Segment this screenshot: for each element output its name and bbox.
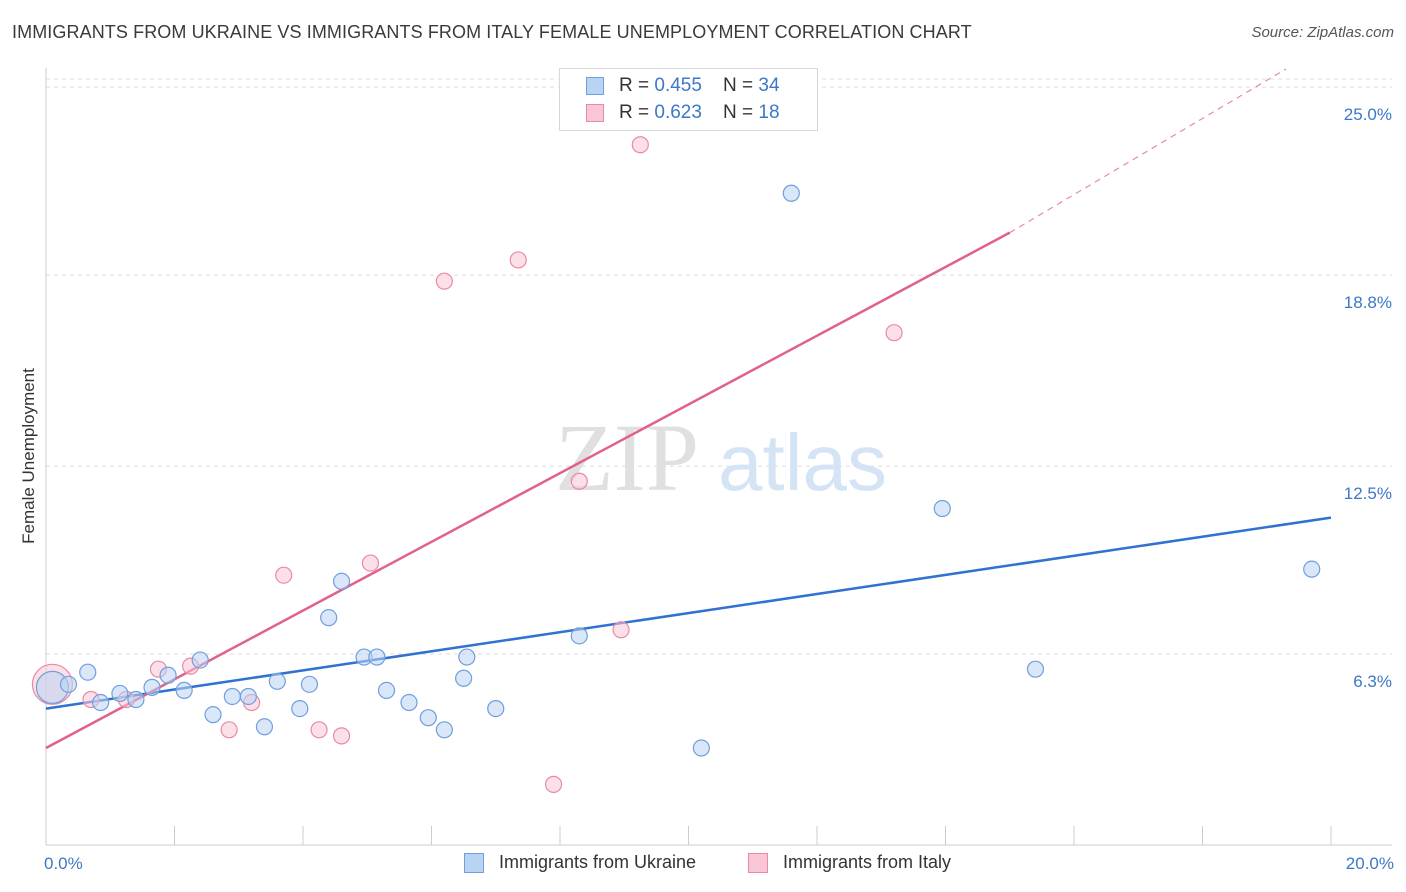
data-point-ukraine <box>191 651 209 669</box>
watermark: ZIP atlas <box>555 404 887 511</box>
data-point-italy <box>310 721 328 739</box>
data-point-ukraine <box>92 693 110 712</box>
y-tick-label: 12.5% <box>1344 484 1392 503</box>
series-label-italy: Immigrants from Italy <box>783 852 952 872</box>
r-label: R = <box>619 75 655 96</box>
data-point-ukraine <box>291 699 309 718</box>
data-point-ukraine <box>1026 660 1045 678</box>
data-point-ukraine <box>127 690 145 709</box>
series-swatch-italy <box>748 853 768 873</box>
data-point-ukraine <box>400 693 418 712</box>
r-value: 0.623 <box>654 102 702 123</box>
y-tick-label: 6.3% <box>1353 672 1392 691</box>
chart-title: IMMIGRANTS FROM UKRAINE VS IMMIGRANTS FR… <box>12 22 972 42</box>
data-points <box>31 136 1321 793</box>
y-tick-label: 18.8% <box>1344 293 1392 312</box>
data-point-ukraine <box>455 669 473 687</box>
data-point-ukraine <box>377 681 396 700</box>
data-point-ukraine <box>1303 560 1321 578</box>
watermark-atlas: atlas <box>718 418 887 507</box>
data-point-italy <box>631 136 649 154</box>
trend-line-italy-extension <box>1009 68 1287 234</box>
data-point-ukraine <box>59 675 78 693</box>
legend-swatch-italy <box>586 104 604 122</box>
data-point-ukraine <box>320 609 338 627</box>
axes <box>45 68 1392 846</box>
correlation-legend: R = 0.455 N = 34 R = 0.623 N = 18 <box>559 68 818 131</box>
data-point-ukraine <box>487 699 505 718</box>
gridlines <box>46 78 1392 655</box>
data-point-italy <box>332 727 351 745</box>
data-point-ukraine <box>332 572 351 590</box>
x-tick-label-min: 0.0% <box>44 854 83 873</box>
data-point-ukraine <box>143 678 161 696</box>
data-point-ukraine <box>268 672 286 690</box>
data-point-italy <box>275 566 293 584</box>
y-tick-label: 25.0% <box>1344 105 1392 124</box>
watermark-zip: ZIP <box>555 404 699 511</box>
r-value: 0.455 <box>654 75 702 96</box>
tick-labels: 6.3% 12.5% 18.8% 25.0% 0.0% 20.0% <box>44 105 1394 873</box>
data-point-ukraine <box>368 648 386 666</box>
n-label: N = <box>723 75 759 96</box>
n-value: 18 <box>758 102 780 123</box>
data-point-ukraine <box>159 666 177 684</box>
data-point-italy <box>885 324 903 342</box>
data-point-ukraine <box>300 675 319 693</box>
n-value: 34 <box>758 75 780 96</box>
data-point-italy <box>361 554 380 572</box>
data-point-italy <box>435 272 453 290</box>
data-point-italy <box>612 621 630 639</box>
legend-text-italy: R = 0.623 N = 18 <box>619 102 780 124</box>
data-point-ukraine <box>79 663 97 681</box>
r-label: R = <box>619 102 655 123</box>
data-point-ukraine <box>255 718 274 736</box>
data-point-ukraine <box>570 627 588 645</box>
data-point-italy <box>544 775 563 793</box>
data-point-italy <box>220 721 238 739</box>
data-point-ukraine <box>223 687 241 706</box>
data-point-italy <box>570 472 588 490</box>
data-point-ukraine <box>458 648 476 666</box>
data-point-italy <box>509 251 527 269</box>
y-axis-label: Female Unemployment <box>19 368 38 544</box>
trend-line-ukraine <box>45 516 1332 710</box>
data-point-ukraine <box>175 681 193 700</box>
data-point-ukraine <box>782 184 800 202</box>
data-point-ukraine <box>239 687 257 706</box>
series-swatch-ukraine <box>464 853 484 873</box>
data-point-ukraine <box>204 706 222 724</box>
data-point-ukraine <box>692 739 710 757</box>
data-point-ukraine <box>111 684 129 703</box>
data-point-ukraine <box>435 721 453 739</box>
data-point-ukraine <box>419 709 437 727</box>
data-point-ukraine <box>933 499 951 518</box>
source-credit: Source: ZipAtlas.com <box>1251 24 1394 41</box>
legend-swatch-ukraine <box>586 77 604 95</box>
series-label-ukraine: Immigrants from Ukraine <box>499 852 697 872</box>
legend-text-ukraine: R = 0.455 N = 34 <box>619 75 780 97</box>
x-tick-label-max: 20.0% <box>1346 854 1394 873</box>
n-label: N = <box>723 102 759 123</box>
